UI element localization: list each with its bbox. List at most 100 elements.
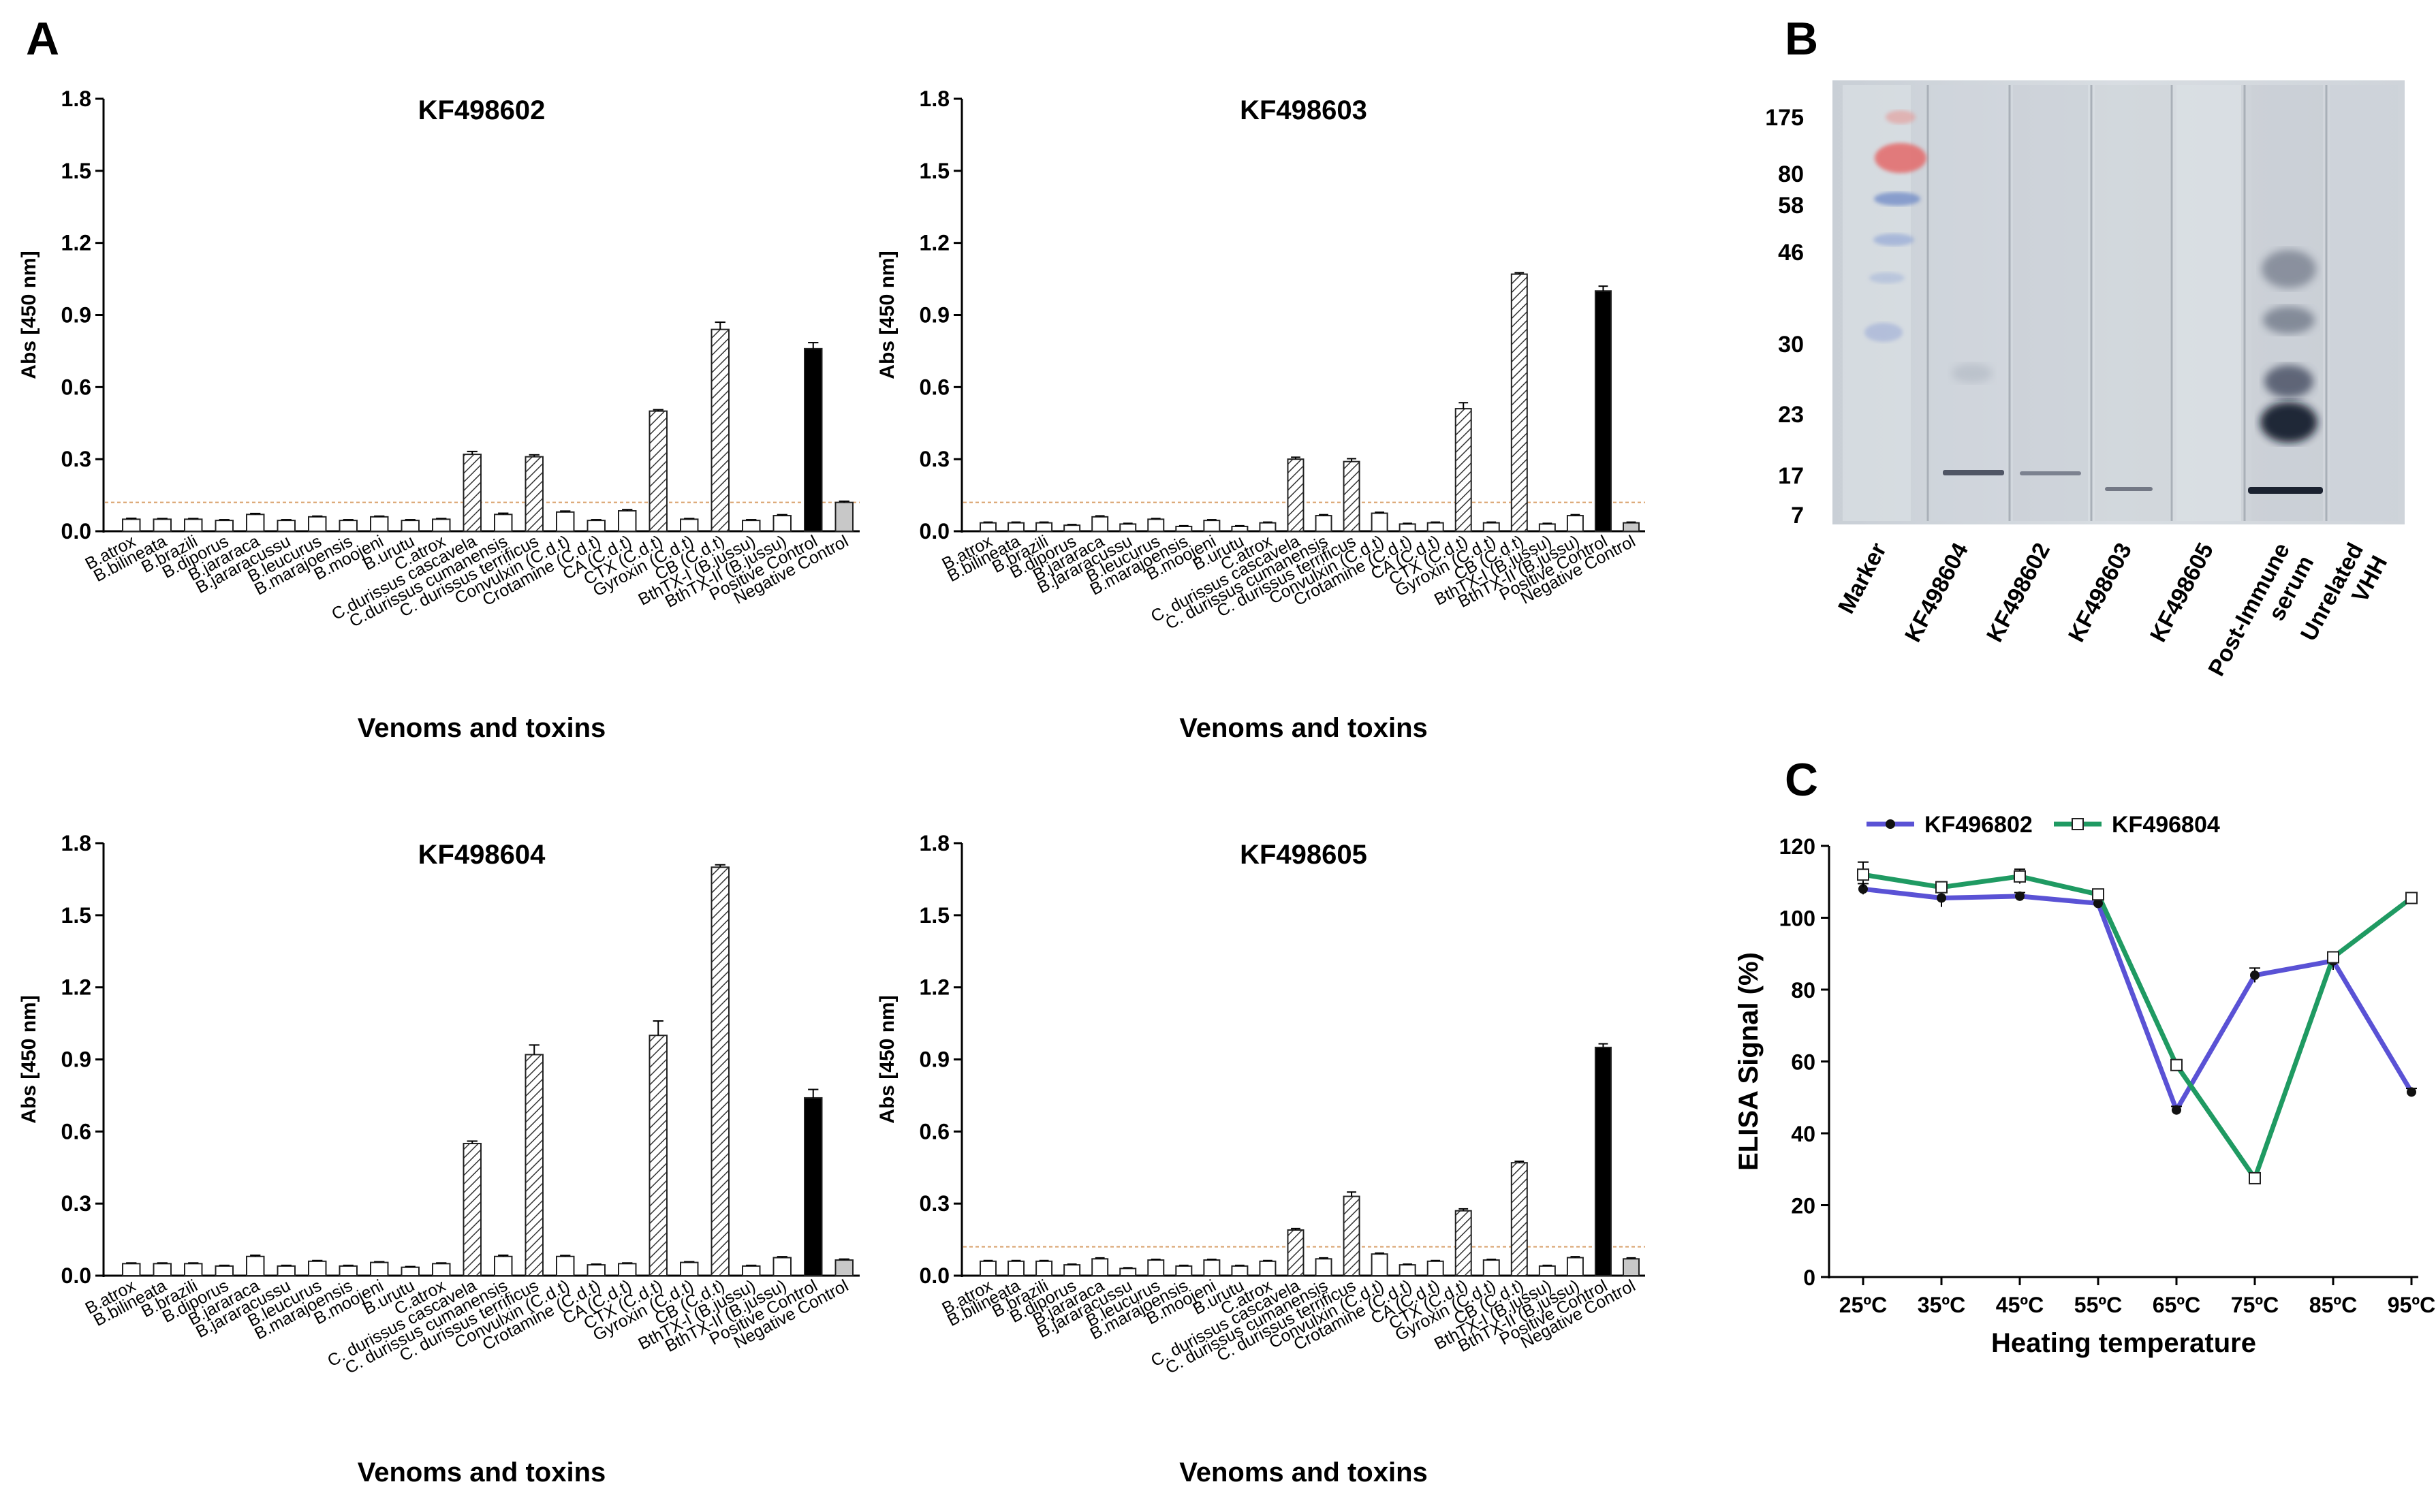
bar bbox=[1063, 1264, 1081, 1276]
bar bbox=[1426, 1260, 1444, 1277]
bar bbox=[834, 1259, 854, 1277]
y-axis-label: Abs [450 nm] bbox=[876, 251, 899, 379]
bar bbox=[618, 510, 637, 533]
bar bbox=[339, 1265, 358, 1277]
bar bbox=[432, 1263, 451, 1276]
bar bbox=[401, 1266, 420, 1277]
data-point bbox=[2093, 898, 2103, 909]
bar-chart-kf498602: KF498602 0.0 0.3 0.6 0.9 1.2 1.5 1.8 Abs [450 nm… bbox=[18, 86, 860, 743]
bar bbox=[556, 1255, 575, 1277]
bar bbox=[742, 520, 761, 532]
bar bbox=[1454, 408, 1472, 532]
bar bbox=[1594, 290, 1612, 532]
x-tick-label: 25ºC bbox=[1839, 1293, 1887, 1317]
sample-bands bbox=[1943, 250, 2323, 494]
bar bbox=[1119, 523, 1137, 533]
x-tick-label: 85ºC bbox=[2309, 1293, 2357, 1317]
bar bbox=[122, 1263, 141, 1276]
bar bbox=[1482, 522, 1500, 532]
bar bbox=[370, 516, 389, 532]
bar bbox=[215, 520, 234, 532]
bar bbox=[525, 456, 544, 533]
y-tick-label: 0.6 bbox=[920, 375, 950, 399]
y-tick-label: 0.6 bbox=[920, 1119, 950, 1144]
y-tick-label: 0.9 bbox=[920, 303, 950, 328]
y-tick-label: 0.3 bbox=[61, 1191, 91, 1216]
bar bbox=[618, 1263, 637, 1276]
blot-lane-label: UnrelatedVHH bbox=[2296, 539, 2392, 658]
bar bbox=[1510, 273, 1528, 532]
y-tick-label: 1.5 bbox=[61, 159, 91, 183]
mw-marker-label: 46 bbox=[1778, 240, 1804, 266]
y-tick-label: 0.9 bbox=[61, 303, 91, 328]
y-tick-label: 60 bbox=[1791, 1050, 1815, 1075]
y-tick-label: 0.0 bbox=[61, 519, 91, 544]
y-tick-label: 0.0 bbox=[920, 519, 950, 544]
mw-marker-label: 175 bbox=[1765, 105, 1804, 131]
bar bbox=[1371, 1253, 1388, 1276]
bar bbox=[1538, 1265, 1556, 1277]
y-tick-label: 1.2 bbox=[61, 231, 91, 255]
bar bbox=[184, 1263, 203, 1276]
y-tick-label: 1.2 bbox=[61, 975, 91, 1000]
bar bbox=[587, 520, 606, 532]
blot-lane-label: Marker bbox=[1833, 539, 1892, 618]
blot-lane-labels: Marker KF498604 KF498602 KF498603 KF498605Po… bbox=[1833, 539, 2392, 693]
blot-lane-label: KF498603 bbox=[2063, 539, 2137, 646]
bar bbox=[1454, 1210, 1472, 1276]
bar bbox=[1510, 1162, 1528, 1277]
y-tick-label: 1.2 bbox=[920, 975, 950, 1000]
bar bbox=[1426, 522, 1444, 532]
y-tick-label: 0.3 bbox=[920, 447, 950, 471]
panel-label-c: C bbox=[1785, 754, 1818, 806]
bar bbox=[1594, 1046, 1612, 1276]
bar bbox=[834, 501, 854, 533]
y-tick-label: 1.5 bbox=[920, 159, 950, 183]
bar bbox=[153, 1263, 172, 1276]
y-tick-label: 0.3 bbox=[61, 447, 91, 471]
y-axis-label: Abs [450 nm] bbox=[18, 251, 40, 379]
data-point bbox=[2092, 888, 2104, 901]
bar bbox=[1371, 512, 1388, 533]
bar bbox=[1063, 524, 1081, 532]
mw-marker-label: 58 bbox=[1778, 193, 1804, 219]
chart-title: KF498602 bbox=[418, 95, 546, 125]
y-axis-label: ELISA Signal (%) bbox=[1734, 952, 1764, 1171]
bar bbox=[463, 454, 482, 532]
series-line bbox=[1862, 872, 2414, 1181]
blot-lane-label: KF498605 bbox=[2145, 539, 2219, 646]
bar bbox=[1259, 1260, 1277, 1277]
bar bbox=[308, 1260, 327, 1277]
bar bbox=[215, 1265, 234, 1277]
data-point bbox=[2172, 1105, 2181, 1115]
bar bbox=[1231, 525, 1249, 533]
mw-marker-label: 30 bbox=[1778, 332, 1804, 358]
data-point bbox=[2327, 951, 2339, 964]
bar bbox=[1343, 460, 1360, 533]
bar bbox=[1008, 1260, 1025, 1277]
bar bbox=[680, 518, 699, 532]
bar bbox=[1203, 520, 1221, 532]
bar bbox=[1566, 1257, 1584, 1276]
y-axis-label: Abs [450 nm] bbox=[876, 995, 899, 1123]
bar bbox=[1566, 515, 1584, 533]
y-tick-label: 1.8 bbox=[920, 86, 950, 111]
y-tick-label: 40 bbox=[1791, 1122, 1815, 1146]
bar bbox=[556, 511, 575, 532]
x-tick-label: 95ºC bbox=[2388, 1293, 2435, 1317]
chart-title: KF498603 bbox=[1240, 95, 1367, 125]
bar bbox=[680, 1261, 699, 1276]
data-point bbox=[1858, 884, 1868, 894]
bar bbox=[1622, 522, 1640, 532]
blot-lane-label: Post-Immuneserum bbox=[2203, 539, 2319, 693]
bar bbox=[1175, 525, 1193, 533]
bar bbox=[1287, 458, 1305, 533]
y-tick-label: 80 bbox=[1791, 978, 1815, 1003]
y-tick-label: 1.2 bbox=[920, 231, 950, 255]
y-tick-label: 1.8 bbox=[61, 831, 91, 855]
bar bbox=[1035, 522, 1053, 532]
x-axis-title: Heating temperature bbox=[1991, 1328, 2256, 1358]
mw-marker-label: 7 bbox=[1791, 503, 1804, 529]
bar bbox=[1315, 1258, 1332, 1276]
